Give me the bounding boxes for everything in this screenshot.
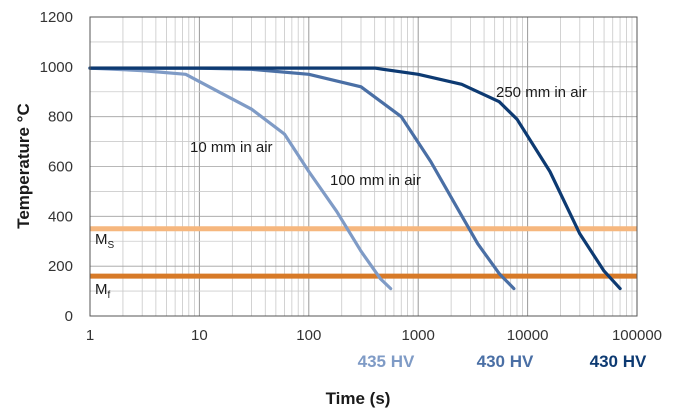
series-line	[88, 66, 393, 291]
grid	[89, 16, 637, 317]
reference-line-label: Mf	[95, 281, 111, 301]
series-label: 10 mm in air	[190, 139, 273, 156]
y-tick-label: 200	[48, 258, 73, 275]
x-axis-title: Time (s)	[326, 389, 391, 408]
tick-labels: 1 10 100 1000 10000 100000 0 200 400 600 800 1000 12…	[40, 9, 662, 344]
x-tick-label: 1	[86, 327, 94, 344]
y-tick-label: 1000	[40, 59, 73, 76]
axes	[89, 16, 638, 317]
y-tick-label: 0	[65, 308, 73, 325]
y-tick-label: 1200	[40, 9, 73, 26]
x-tick-label: 10000	[507, 327, 549, 344]
series-label: 250 mm in air	[496, 84, 587, 101]
y-tick-label: 400	[48, 208, 73, 225]
hardness-label: 430 HV	[477, 352, 534, 371]
series-label: 100 mm in air	[330, 172, 421, 189]
x-tick-label: 1000	[402, 327, 435, 344]
reference-line-label: MS	[95, 231, 115, 251]
plot-frame	[89, 16, 638, 317]
y-tick-label: 600	[48, 159, 73, 176]
hardness-label: 430 HV	[590, 352, 647, 371]
hardness-label: 435 HV	[358, 352, 415, 371]
x-tick-label: 10	[191, 327, 208, 344]
x-tick-label: 100	[296, 327, 321, 344]
series-line	[88, 66, 622, 291]
reference-lines	[90, 226, 637, 279]
y-axis-title: Temperature °C	[14, 103, 33, 229]
series-group	[88, 66, 622, 291]
y-tick-label: 800	[48, 109, 73, 126]
series-line	[88, 66, 516, 291]
x-tick-label: 100000	[612, 327, 662, 344]
